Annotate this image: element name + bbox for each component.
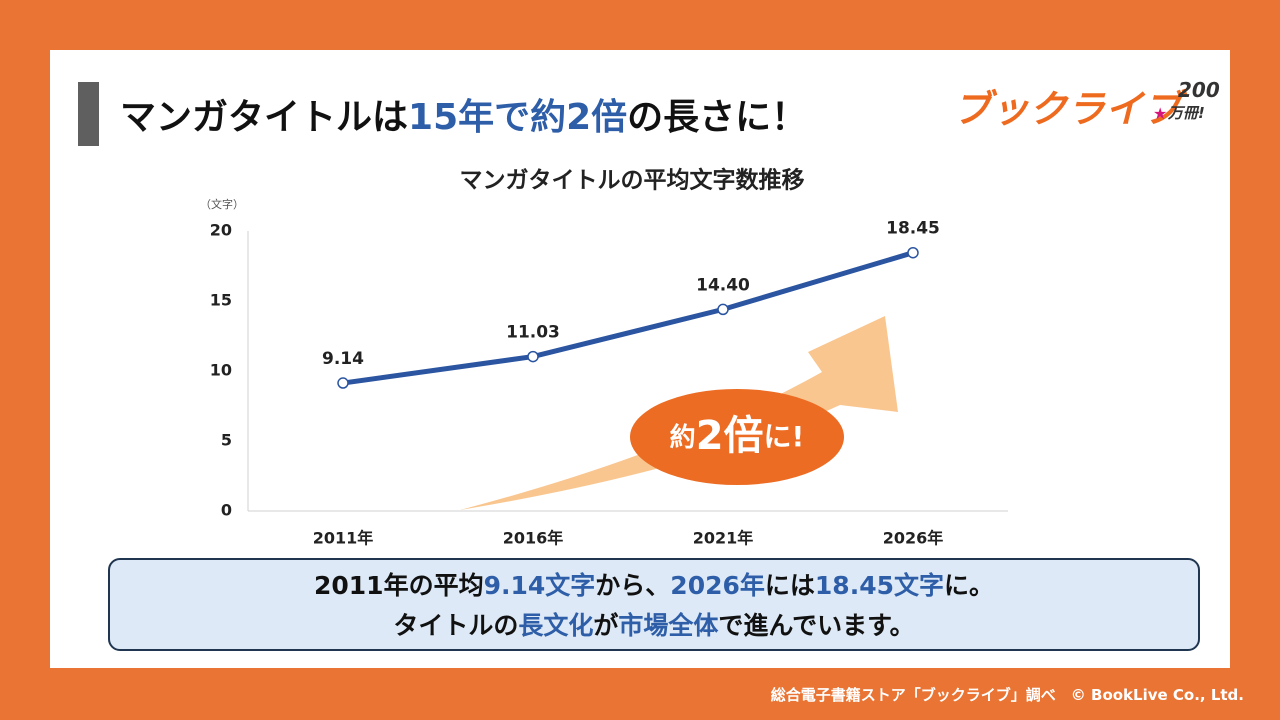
text-segment: から、 (595, 571, 671, 600)
text-segment: 9.14文字 (483, 571, 596, 600)
annotation-part: 2倍 (696, 413, 764, 459)
summary-line: タイトルの長文化が市場全体で進んでいます。 (110, 606, 1198, 646)
text-segment: マンガタイトルは (120, 97, 409, 138)
text-segment: が (593, 611, 619, 640)
data-point (717, 303, 729, 316)
y-tick-label: 10 (210, 361, 232, 380)
footer: 総合電子書籍ストア「ブックライブ」調べ © BookLive Co., Ltd. (770, 686, 1244, 704)
text-segment: で進んでいます。 (718, 611, 915, 640)
data-point (907, 246, 919, 259)
text-segment: に。 (943, 571, 994, 600)
annotation-part: 約 (670, 422, 696, 453)
summary-box: 2011年の平均9.14文字から、2026年には18.45文字に。 タイトルの長… (108, 558, 1200, 651)
value-label: 11.03 (506, 323, 560, 343)
y-axis-label: （文字） (200, 197, 244, 211)
value-label: 14.40 (696, 275, 750, 295)
title-accent (78, 82, 99, 146)
text-segment: の長さに！ (627, 97, 808, 138)
data-point (527, 350, 539, 363)
logo: ブックライブ ★ 200 万冊! (953, 78, 1220, 133)
text-segment: 長文化 (518, 611, 594, 640)
logo-text: ブックライブ (953, 87, 1182, 131)
data-line (342, 250, 914, 386)
y-tick-label: 20 (210, 221, 232, 240)
value-label: 18.45 (886, 219, 940, 239)
summary-line: 2011年の平均9.14文字から、2026年には18.45文字に。 (110, 566, 1198, 606)
annotation: 約2倍に! (670, 413, 805, 459)
logo-badge-sub: 万冊! (1168, 104, 1205, 122)
text-segment: 2026年 (670, 571, 765, 600)
value-label: 9.14 (322, 349, 364, 369)
chart-title: マンガタイトルの平均文字数推移 (460, 167, 805, 194)
text-segment: タイトルの (393, 611, 519, 640)
annotation-part: に! (764, 420, 805, 453)
y-tick-label: 15 (210, 291, 232, 310)
data-point (337, 377, 349, 389)
text-segment: 18.45文字 (814, 571, 944, 600)
logo-star: ★ (1153, 104, 1168, 123)
x-tick-label: 2021年 (693, 529, 754, 548)
text-segment: 市場全体 (618, 611, 719, 640)
y-tick-label: 0 (221, 501, 232, 520)
slide-title: マンガタイトルは15年で約2倍の長さに！ (120, 88, 807, 140)
logo-badge: 200 (1178, 78, 1220, 102)
text-segment: には (764, 571, 815, 600)
x-tick-label: 2026年 (883, 529, 944, 548)
y-tick-label: 5 (221, 431, 232, 450)
annotation-bubble (630, 389, 844, 485)
text-segment: 2011年の平均 (314, 571, 484, 600)
x-tick-label: 2011年 (313, 529, 374, 548)
x-tick-label: 2016年 (503, 529, 564, 548)
text-segment: 15年で約2倍 (408, 97, 628, 138)
